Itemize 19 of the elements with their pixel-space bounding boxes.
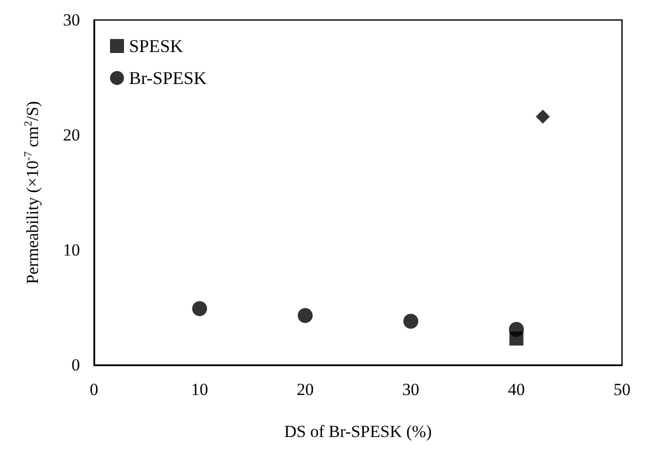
y-tick-label: 10 xyxy=(63,240,80,260)
x-tick-label: 40 xyxy=(508,380,525,399)
x-tick-label: 0 xyxy=(90,380,98,399)
y-tick-label: 20 xyxy=(63,126,80,144)
y-tick-label: 30 xyxy=(63,10,80,30)
y-tick-label: 0 xyxy=(72,356,80,374)
x-tick-label: 30 xyxy=(402,380,420,399)
x-tick-label: 10 xyxy=(191,380,208,399)
legend-label: Br-SPESK xyxy=(129,68,207,88)
x-axis-title: DS of Br-SPESK (%) xyxy=(284,422,432,441)
x-tick-label: 20 xyxy=(296,380,314,399)
x-tick-label: 50 xyxy=(614,380,630,399)
point xyxy=(403,314,418,329)
legend-label: SPESK xyxy=(129,36,184,56)
point xyxy=(508,322,524,337)
y-axis-title: Permeability (×10-7 cm2/S) xyxy=(22,101,42,284)
point xyxy=(298,308,313,324)
point xyxy=(536,110,550,124)
point xyxy=(192,301,208,316)
